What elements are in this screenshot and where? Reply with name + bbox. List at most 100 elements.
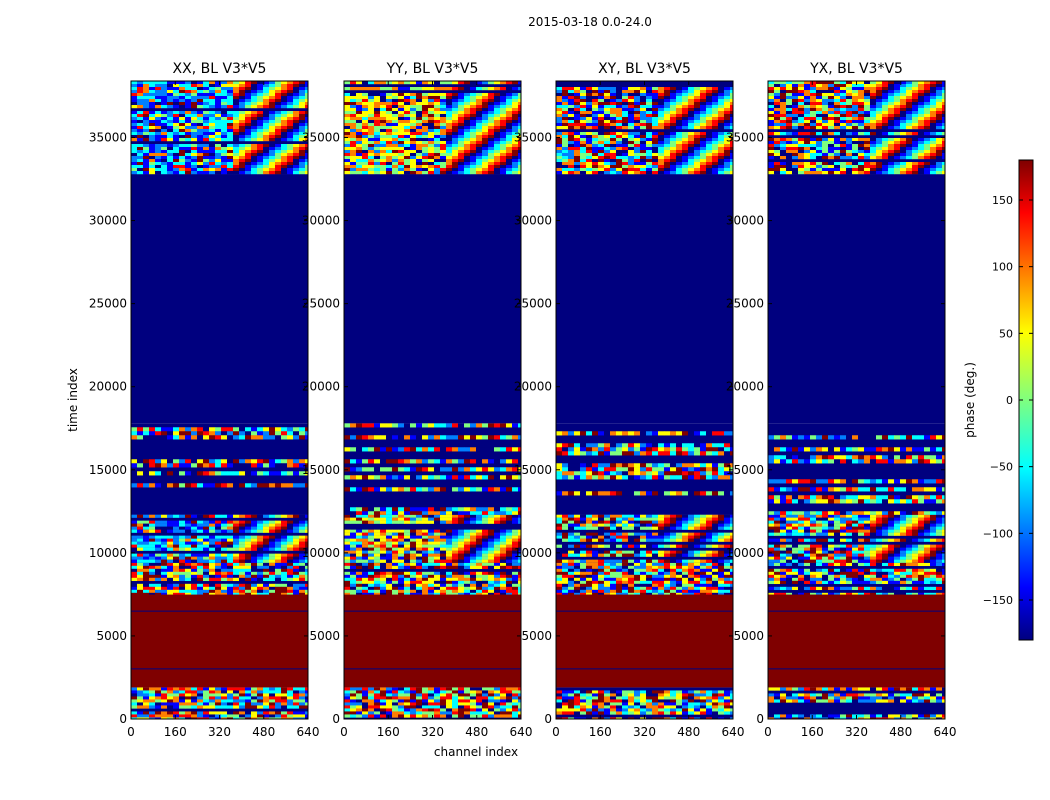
- phase-cell: [374, 126, 381, 130]
- phase-cell: [368, 690, 375, 694]
- phase-cell: [476, 687, 483, 691]
- phase-cell: [428, 541, 435, 545]
- phase-cell: [344, 507, 351, 512]
- phase-cell: [305, 577, 309, 582]
- phase-cell: [724, 568, 731, 573]
- phase-cell: [458, 168, 465, 172]
- phase-cell: [362, 586, 369, 591]
- phase-cell: [482, 165, 489, 169]
- phase-cell: [137, 93, 144, 97]
- phase-cell: [410, 168, 417, 172]
- phase-cell: [269, 431, 276, 436]
- phase-cell: [664, 705, 671, 709]
- phase-cell: [215, 427, 222, 432]
- phase-cell: [251, 547, 258, 551]
- phase-cell: [488, 547, 495, 551]
- phase-cell: [155, 90, 162, 94]
- phase-cell: [233, 117, 240, 121]
- phase-cell: [380, 571, 387, 576]
- phase-cell: [173, 90, 180, 94]
- phase-cell: [476, 93, 483, 97]
- phase-cell: [149, 535, 156, 539]
- phase-cell: [482, 132, 489, 136]
- phase-cell: [344, 565, 351, 570]
- phase-cell: [452, 532, 459, 536]
- phase-cell: [416, 693, 423, 697]
- phase-cell: [344, 102, 351, 106]
- phase-cell: [221, 574, 228, 579]
- phase-cell: [440, 117, 447, 121]
- phase-cell: [670, 562, 677, 567]
- phase-cell: [137, 120, 144, 124]
- phase-cell: [137, 171, 144, 175]
- phase-cell: [137, 562, 144, 567]
- phase-cell: [344, 541, 351, 545]
- phase-cell: [149, 129, 156, 133]
- phase-cell: [628, 571, 635, 576]
- phase-cell: [464, 592, 471, 595]
- phase-cell: [245, 138, 252, 142]
- phase-cell: [470, 574, 477, 579]
- phase-cell: [350, 171, 357, 175]
- phase-cell: [440, 529, 447, 533]
- phase-cell: [562, 583, 569, 588]
- phase-cell: [239, 544, 246, 548]
- data-row: [344, 99, 522, 103]
- phase-cell: [476, 586, 483, 591]
- phase-cell: [422, 589, 429, 594]
- phase-cell: [350, 553, 357, 557]
- phase-cell: [227, 589, 234, 594]
- phase-cell: [203, 435, 210, 440]
- phase-cell: [257, 565, 264, 570]
- phase-cell: [610, 705, 617, 709]
- phase-cell: [173, 568, 180, 573]
- phase-cell: [398, 687, 405, 691]
- phase-cell: [197, 459, 204, 464]
- phase-cell: [185, 529, 192, 533]
- phase-cell: [416, 435, 423, 440]
- phase-cell: [197, 559, 204, 563]
- phase-cell: [227, 81, 234, 85]
- phase-cell: [203, 126, 210, 130]
- phase-cell: [239, 559, 246, 563]
- phase-cell: [380, 699, 387, 703]
- phase-cell: [197, 431, 204, 436]
- phase-cell: [131, 135, 138, 139]
- phase-cell: [233, 463, 240, 468]
- phase-cell: [494, 556, 501, 560]
- phase-cell: [374, 517, 381, 521]
- phase-cell: [239, 586, 246, 591]
- phase-cell: [293, 123, 300, 127]
- phase-cell: [281, 132, 288, 136]
- phase-cell: [434, 702, 441, 706]
- phase-cell: [488, 93, 495, 97]
- phase-cell: [640, 565, 647, 570]
- phase-cell: [209, 111, 216, 115]
- phase-cell: [293, 529, 300, 533]
- phase-cell: [299, 90, 306, 94]
- phase-cell: [458, 487, 465, 492]
- phase-cell: [350, 586, 357, 591]
- phase-cell: [245, 523, 252, 527]
- phase-cell: [682, 717, 689, 720]
- phase-cell: [676, 690, 683, 694]
- phase-cell: [616, 693, 623, 697]
- phase-cell: [287, 696, 294, 700]
- phase-cell: [380, 702, 387, 706]
- phase-cell: [239, 589, 246, 594]
- phase-cell: [344, 117, 351, 121]
- phase-cell: [386, 459, 393, 464]
- phase-cell: [506, 547, 513, 551]
- phase-cell: [350, 714, 357, 718]
- phase-cell: [131, 514, 138, 518]
- phase-cell: [155, 538, 162, 542]
- phase-cell: [422, 511, 429, 515]
- phase-cell: [392, 702, 399, 706]
- phase-cell: [434, 535, 441, 539]
- phase-cell: [634, 699, 641, 703]
- phase-cell: [131, 577, 138, 582]
- phase-cell: [137, 571, 144, 576]
- phase-cell: [494, 111, 501, 115]
- phase-cell: [227, 526, 234, 530]
- phase-cell: [179, 690, 186, 694]
